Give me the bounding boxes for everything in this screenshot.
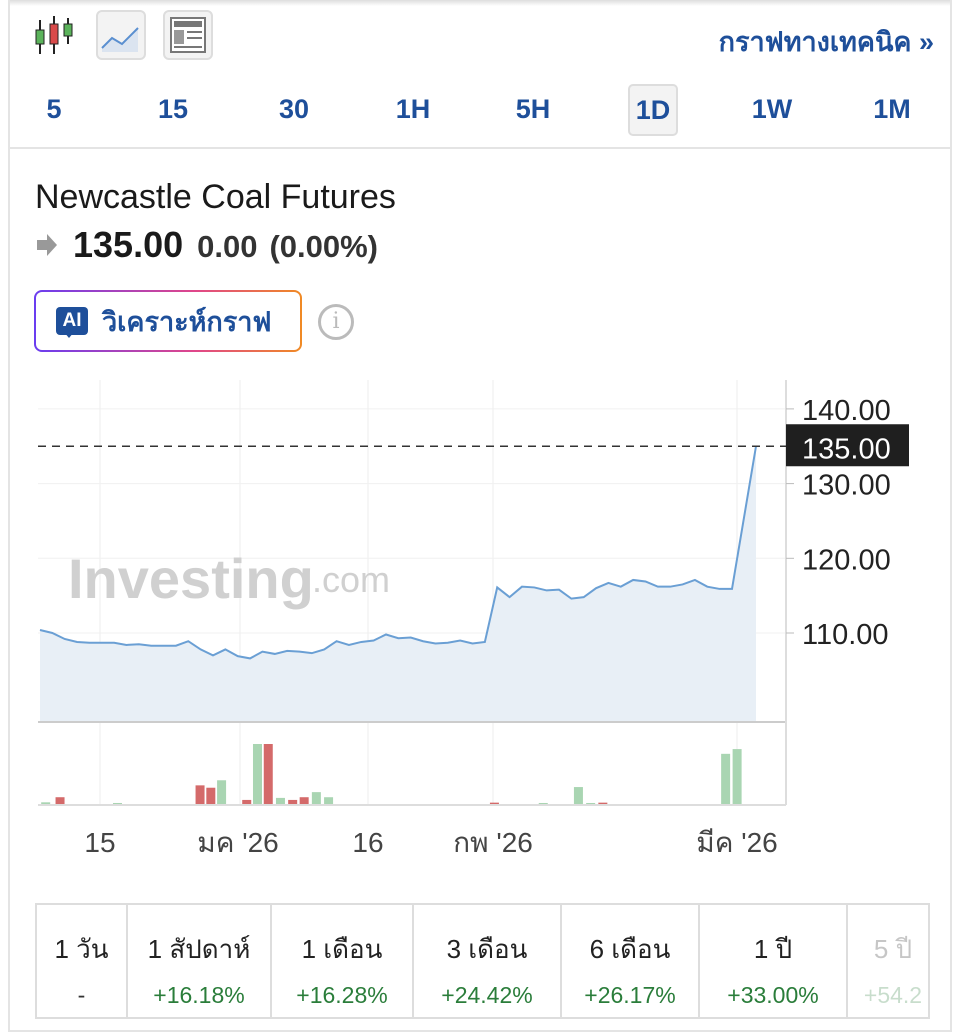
- period-label: 1 เดือน: [301, 934, 383, 964]
- volume-bar: [598, 802, 608, 804]
- period-change: -: [77, 982, 86, 1008]
- arrow-right-icon: [37, 234, 57, 256]
- performance-cell[interactable]: 3 เดือน +24.42%: [414, 905, 562, 1017]
- volume-bar: [263, 744, 273, 804]
- period-label: 3 เดือน: [446, 934, 528, 964]
- volume-bar: [55, 797, 65, 804]
- period-change: +54.2: [863, 982, 923, 1008]
- period-change: +16.28%: [296, 982, 388, 1008]
- divider: [8, 147, 952, 149]
- y-tick-label: 110.00: [802, 619, 889, 651]
- ai-icon: AI: [56, 307, 88, 338]
- performance-cell[interactable]: 1 เดือน +16.28%: [272, 905, 414, 1017]
- y-tick-label: 120.00: [802, 544, 891, 576]
- period-change: +26.17%: [584, 982, 676, 1008]
- volume-bar: [721, 753, 731, 804]
- volume-bar: [217, 780, 227, 804]
- period-label: 1 วัน: [54, 934, 109, 964]
- watermark-logo: Investing: [68, 547, 314, 610]
- timeframe-1d[interactable]: 1D: [628, 84, 678, 136]
- price-change: 0.00: [197, 229, 258, 264]
- x-tick-label: มีค '26: [696, 827, 777, 858]
- volume-bar: [242, 799, 252, 804]
- period-change: +24.42%: [441, 982, 533, 1008]
- area-chart-button[interactable]: [96, 10, 146, 60]
- x-tick-label: 16: [352, 827, 383, 858]
- volume-bar: [112, 802, 122, 804]
- y-tick-label: 140.00: [802, 395, 891, 427]
- volume-bar: [275, 797, 285, 804]
- performance-cell[interactable]: 1 วัน -: [37, 905, 128, 1017]
- performance-cell[interactable]: 1 สัปดาห์ +16.18%: [128, 905, 272, 1017]
- period-change: +16.18%: [153, 982, 245, 1008]
- volume-bar: [538, 802, 548, 804]
- table-view-button[interactable]: [163, 10, 213, 60]
- table-view-icon: [170, 17, 206, 53]
- volume-bar: [299, 797, 309, 804]
- top-shadow: [8, 0, 952, 6]
- timeframe-15[interactable]: 15: [157, 94, 189, 124]
- volume-bar: [324, 797, 334, 804]
- y-tick-label: 130.00: [802, 470, 891, 502]
- performance-cell[interactable]: 1 ปี +33.00%: [700, 905, 848, 1017]
- info-icon[interactable]: i: [318, 304, 354, 340]
- volume-bar: [252, 744, 262, 804]
- timeframe-5h[interactable]: 5H: [515, 94, 551, 124]
- last-price-label: 135.00: [802, 433, 891, 465]
- volume-bar: [732, 749, 742, 804]
- last-price-badge: [786, 424, 909, 467]
- period-label: 1 ปี: [753, 934, 793, 964]
- ai-button-label: วิเคราะห์กราฟ: [102, 306, 272, 337]
- timeframe-1w[interactable]: 1W: [751, 94, 793, 124]
- candlestick-chart-button[interactable]: [34, 14, 78, 58]
- volume-bar: [489, 802, 499, 804]
- timeframe-5[interactable]: 5: [46, 94, 62, 124]
- technical-chart-link[interactable]: กราฟทางเทคนิค »: [718, 27, 934, 57]
- performance-table: 1 วัน - 1 สัปดาห์ +16.18% 1 เดือน +16.28% 3 เด…: [35, 903, 930, 1019]
- performance-cell[interactable]: 6 เดือน +26.17%: [562, 905, 700, 1017]
- performance-cell[interactable]: 5 ปี +54.2: [848, 905, 928, 1017]
- area-chart-icon: [101, 27, 139, 52]
- volume-bar: [195, 785, 205, 804]
- x-tick-label: 15: [84, 827, 115, 858]
- volume-bar: [41, 802, 51, 804]
- volume-bar: [311, 792, 321, 804]
- x-tick-label: มค '26: [197, 827, 278, 858]
- period-label: 5 ปี: [873, 934, 913, 964]
- candlestick-icon: [35, 16, 73, 54]
- price-line: [39, 446, 757, 660]
- volume-bar: [586, 802, 596, 804]
- timeframe-30[interactable]: 30: [278, 94, 310, 124]
- period-label: 6 เดือน: [589, 934, 671, 964]
- volume-bar: [206, 787, 216, 804]
- x-tick-label: กพ '26: [453, 827, 533, 858]
- price-change-percent: (0.00%): [269, 229, 378, 264]
- chart-widget: [8, 0, 952, 1032]
- timeframe-1h[interactable]: 1H: [395, 94, 431, 124]
- period-label: 1 สัปดาห์: [147, 934, 251, 964]
- price-chart[interactable]: Investing.com 140.00 130.00 120.00 110.00 135…: [0, 380, 960, 880]
- last-price: 135.00: [73, 224, 184, 265]
- watermark-logo-suffix: .com: [312, 559, 390, 600]
- volume-bar: [573, 787, 583, 804]
- volume-bar: [288, 799, 298, 804]
- timeframe-1m[interactable]: 1M: [873, 94, 911, 124]
- period-change: +33.00%: [727, 982, 819, 1008]
- instrument-name: Newcastle Coal Futures: [35, 178, 396, 216]
- ai-analyze-chart-button[interactable]: AI วิเคราะห์กราฟ: [34, 290, 302, 352]
